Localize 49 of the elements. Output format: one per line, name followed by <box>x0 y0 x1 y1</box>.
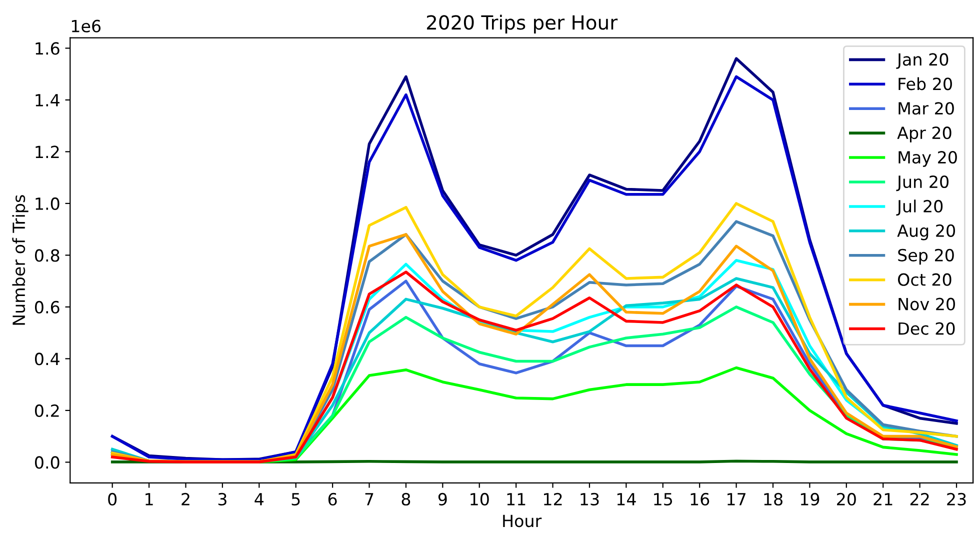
x-tick-label: 22 <box>910 492 929 506</box>
legend-label: Feb 20 <box>898 77 952 90</box>
y-tick-label: 0.0 <box>35 456 60 469</box>
x-tick-label: 10 <box>470 492 489 506</box>
x-tick-label: 6 <box>328 492 337 506</box>
x-axis-title: Hour <box>503 514 542 528</box>
x-tick-label: 1 <box>146 493 153 506</box>
x-tick-label: 20 <box>837 492 856 506</box>
x-tick-label: 19 <box>800 492 820 506</box>
text: 1e6 <box>72 20 101 32</box>
x-tick-label: 4 <box>254 493 264 506</box>
x-tick-label: 9 <box>438 492 447 506</box>
x-tick-label: 5 <box>292 493 300 506</box>
chart-title: 2020 Trips per Hour <box>426 14 618 34</box>
x-tick-label: 7 <box>365 493 374 506</box>
legend-label: Jul 20 <box>896 200 943 216</box>
y-tick-label: 0.2 <box>35 404 59 418</box>
legend-label: Dec 20 <box>898 322 955 335</box>
legend-label: Nov 20 <box>898 298 955 310</box>
x-tick-label: 18 <box>764 492 782 506</box>
x-tick-label: 2 <box>182 492 190 506</box>
x-tick-label: 11 <box>507 493 526 506</box>
y-tick-label: 0.8 <box>35 249 60 262</box>
legend-label: Sep 20 <box>898 248 954 265</box>
legend-label: Jun 20 <box>896 175 949 192</box>
x-tick-label: 8 <box>402 492 410 506</box>
legend-label: May 20 <box>898 150 957 167</box>
x-tick-label: 3 <box>218 492 226 506</box>
y-tick-label: 1.4 <box>36 94 60 106</box>
x-tick-label: 14 <box>617 493 636 506</box>
y-tick-label: 0.6 <box>35 300 60 314</box>
legend-label: Oct 20 <box>898 273 952 286</box>
x-tick-label: 12 <box>544 492 562 506</box>
legend-label: Apr 20 <box>897 126 952 142</box>
y-tick-label: 1.6 <box>36 42 60 55</box>
x-tick-label: 17 <box>728 493 746 506</box>
x-tick-label: 0 <box>108 492 117 506</box>
legend-label: Mar 20 <box>898 102 954 115</box>
y-tick-label: 1.0 <box>36 197 60 210</box>
x-tick-label: 15 <box>654 493 672 506</box>
legend-label: Aug 20 <box>897 224 956 240</box>
legend-label: Jan 20 <box>896 53 948 69</box>
y-axis-title: Number of Trips <box>12 195 28 325</box>
y-tick-label: 1.2 <box>36 146 59 158</box>
x-tick-label: 23 <box>947 492 966 506</box>
x-tick-label: 16 <box>690 492 710 506</box>
y-tick-label: 0.4 <box>35 352 60 366</box>
x-tick-label: 21 <box>874 492 892 506</box>
x-tick-label: 13 <box>580 492 599 506</box>
